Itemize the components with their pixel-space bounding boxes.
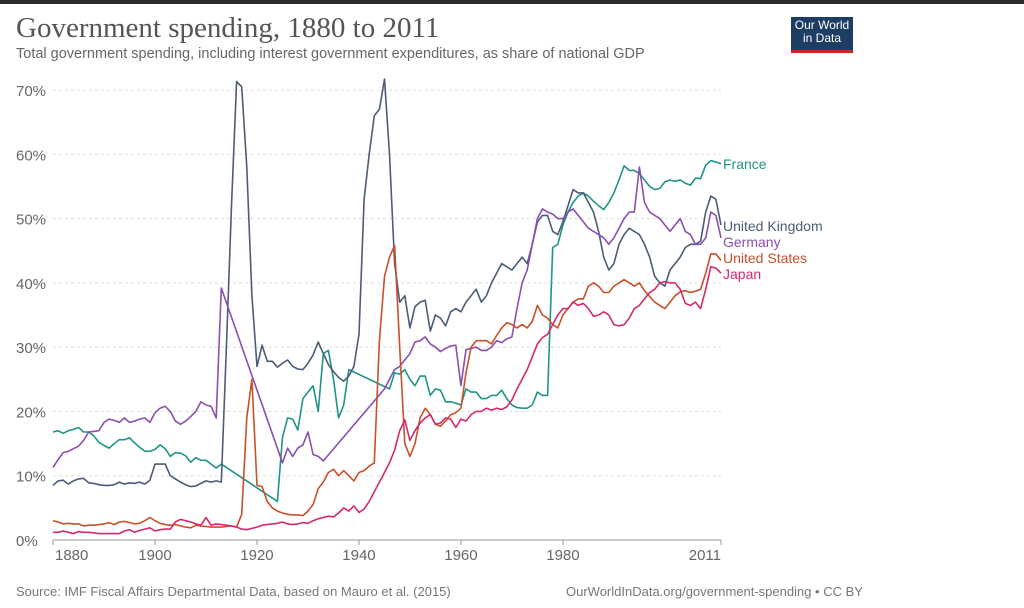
y-tick-label: 40% (16, 276, 46, 293)
y-tick-label: 50% (16, 212, 46, 229)
series-label-united-states[interactable]: United States (723, 250, 807, 266)
gridlines (53, 89, 721, 477)
y-tick-label: 0% (16, 533, 38, 550)
y-tick-label: 30% (16, 340, 46, 357)
series-line-united-states[interactable] (52, 244, 722, 529)
y-tick-label: 10% (16, 469, 46, 486)
x-tick-label: 2011 (689, 547, 721, 564)
x-tick-label: 1880 (55, 547, 88, 564)
chart-title: Government spending, 1880 to 2011 (16, 12, 440, 44)
x-tick-label: 1920 (240, 547, 273, 564)
source-note: Source: IMF Fiscal Affairs Departmental … (16, 584, 451, 599)
series-label-japan[interactable]: Japan (723, 266, 761, 282)
series-line-japan[interactable] (53, 266, 722, 535)
series-label-france[interactable]: France (723, 156, 767, 172)
series-line-germany[interactable] (52, 166, 722, 468)
x-tick-label: 1960 (444, 547, 477, 564)
y-tick-label: 70% (16, 83, 46, 100)
y-tick-label: 60% (16, 147, 46, 164)
series-label-united-kingdom[interactable]: United Kingdom (723, 218, 823, 234)
owid-logo[interactable]: Our World in Data (791, 17, 853, 53)
x-tick-label: 1980 (546, 547, 579, 564)
series-lines (52, 78, 722, 535)
x-tick-label: 1940 (342, 547, 375, 564)
series-line-france[interactable] (52, 159, 722, 503)
logo-line-1: Our World (794, 18, 850, 32)
top-bar (0, 0, 1024, 4)
chart-subtitle: Total government spending, including int… (16, 46, 645, 62)
series-line-united-kingdom[interactable] (52, 78, 722, 488)
source-link[interactable]: OurWorldInData.org/government-spending •… (566, 584, 863, 599)
x-axis: 1880 1900 1920 1940 1960 1980 2011 (52, 539, 722, 564)
logo-line-2: in Data (802, 31, 842, 45)
y-tick-label: 20% (16, 404, 46, 421)
y-axis-ticks: 0% 10% 20% 30% 40% 50% 60% 70% (16, 83, 46, 550)
series-label-germany[interactable]: Germany (723, 234, 781, 250)
x-tick-label: 1900 (138, 547, 171, 564)
